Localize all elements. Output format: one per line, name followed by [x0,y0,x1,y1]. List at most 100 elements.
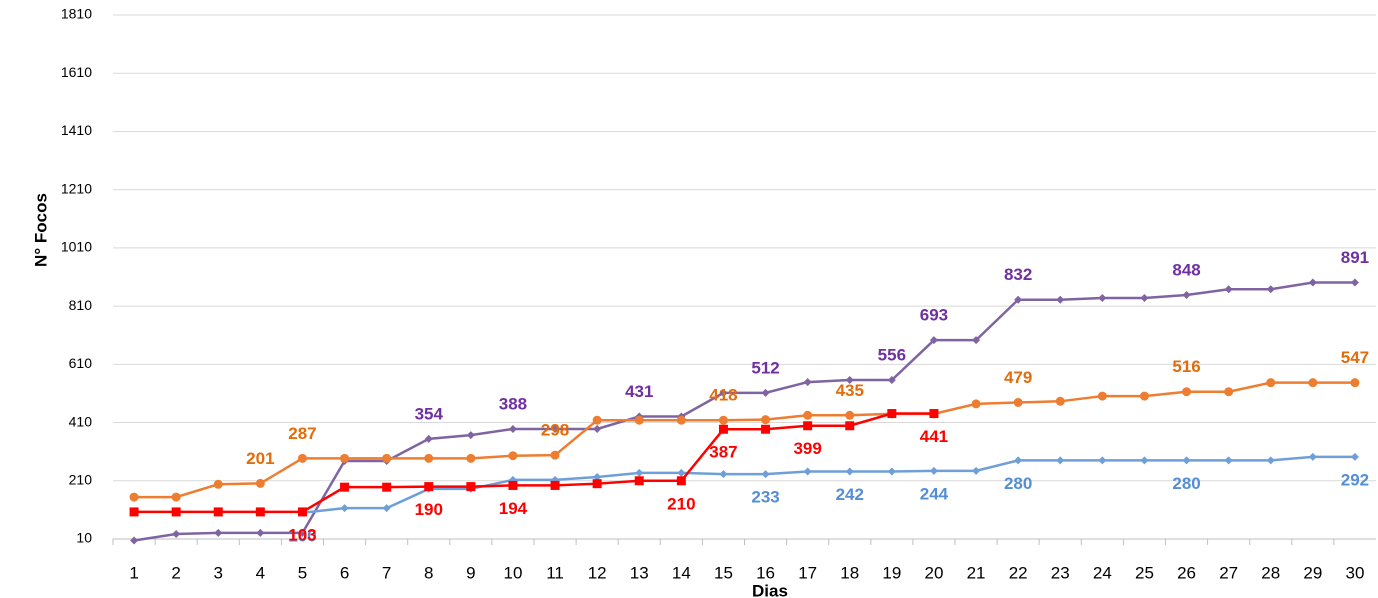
data-label: 210 [667,494,695,513]
point [803,378,812,387]
point [255,507,265,517]
y-tick-label: 1210 [61,180,92,196]
point [340,453,350,463]
point [382,482,392,492]
point [298,528,307,537]
point [214,528,223,537]
data-label: 100 [288,526,316,545]
point [803,410,813,420]
point [1056,456,1065,465]
point [972,466,981,475]
point [213,507,223,517]
point [1350,452,1359,461]
point [929,466,938,475]
x-tick-label: 1 [129,563,138,582]
point [887,376,896,385]
point [592,415,602,425]
point [129,507,139,517]
point [592,479,602,489]
point [1266,378,1276,388]
data-label: 431 [625,382,653,401]
data-label: 848 [1172,261,1200,280]
point [929,409,939,419]
y-tick-label: 610 [69,355,93,371]
x-tick-label: 2 [171,563,180,582]
point [845,376,854,385]
point [551,424,560,433]
x-tick-label: 6 [340,563,349,582]
point [1098,456,1107,465]
point [1350,378,1360,388]
data-label: 556 [878,346,906,365]
data-label: 479 [1004,368,1032,387]
data-label: 418 [709,386,737,405]
x-tick-label: 3 [214,563,223,582]
point [1182,387,1192,397]
series-line [134,412,934,514]
point [1350,278,1359,287]
y-tick-label: 10 [76,530,92,546]
data-label: 547 [1341,348,1369,367]
point [635,468,644,477]
point [593,424,602,433]
point [171,492,181,502]
point [550,450,560,460]
point [1139,391,1149,401]
point [1055,396,1065,406]
data-label: 298 [541,421,569,440]
point [255,478,265,488]
point [466,431,475,440]
data-label: 693 [920,306,948,325]
data-label: 280 [1172,474,1200,493]
point [424,453,434,463]
point [424,482,434,492]
y-tick-label: 1610 [61,64,92,80]
x-tick-label: 14 [672,563,691,582]
data-label: 512 [751,358,779,377]
point [719,470,728,479]
point [1182,291,1191,300]
point [761,470,770,479]
point [508,451,518,461]
data-label: 103 [288,525,316,544]
point [213,479,223,489]
x-tick-label: 28 [1261,563,1280,582]
point [1308,452,1317,461]
x-tick-label: 8 [424,563,433,582]
x-tick-label: 13 [630,563,649,582]
series-line [133,281,1355,542]
point [761,415,771,425]
data-label: 244 [920,484,949,503]
point [1266,456,1275,465]
data-label: 242 [836,485,864,504]
point [382,504,391,513]
point [761,424,771,434]
x-tick-label: 18 [840,563,859,582]
point [1140,456,1149,465]
x-tick-label: 11 [546,563,564,582]
point [130,536,139,545]
x-tick-label: 21 [967,563,986,582]
point [1140,293,1149,302]
data-label: 832 [1004,265,1032,284]
point [971,399,981,409]
data-label: 233 [751,488,779,507]
data-label: 399 [793,439,821,458]
data-label: 201 [246,449,274,468]
x-tick-label: 10 [503,563,522,582]
point [297,453,307,463]
point [1266,285,1275,294]
data-label: 190 [415,500,443,519]
x-axis-title: Dias [752,581,788,598]
x-tick-label: 23 [1051,563,1070,582]
x-tick-label: 27 [1219,563,1238,582]
point [508,424,517,433]
data-label: 516 [1172,357,1200,376]
point [1013,397,1023,407]
y-tick-label: 810 [69,297,93,313]
data-label: 292 [1341,470,1369,489]
x-tick-label: 30 [1345,563,1364,582]
point [887,409,897,419]
x-tick-label: 15 [714,563,733,582]
